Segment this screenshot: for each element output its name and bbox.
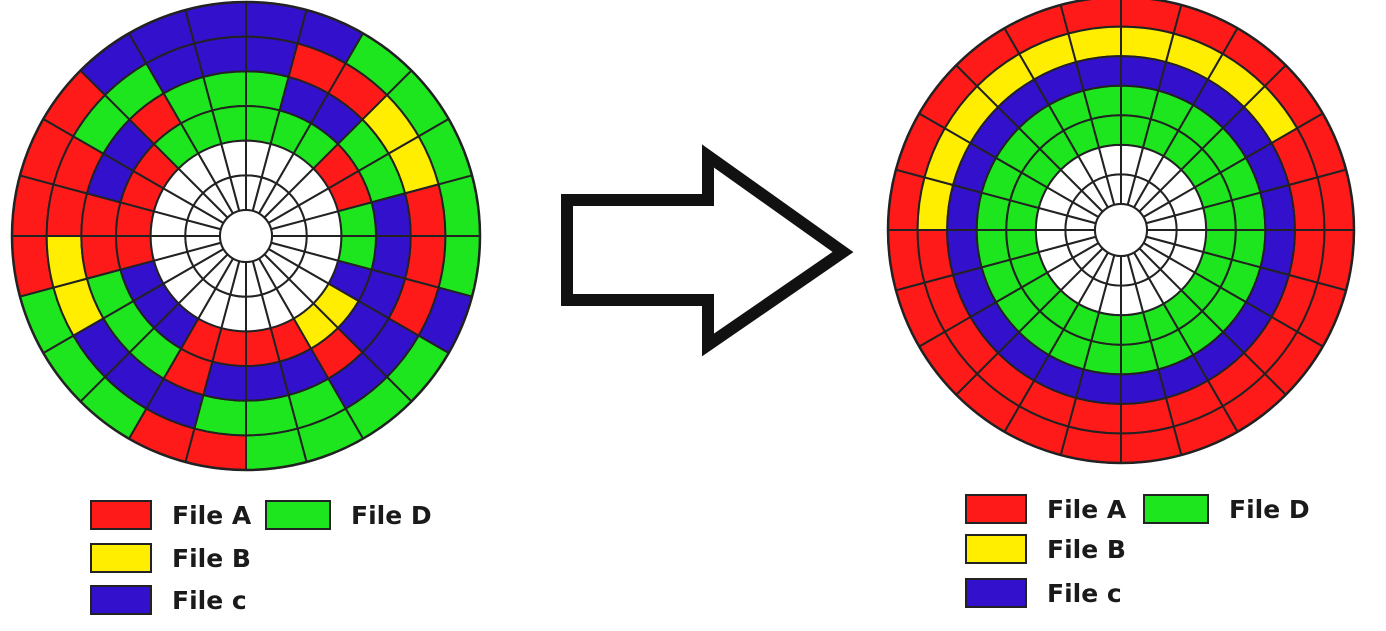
legend-label-file-c: File c: [172, 585, 247, 615]
file-d-swatch: [1143, 494, 1209, 524]
legend-item-file-c: File c: [965, 578, 1122, 608]
sector-file-a: [80, 235, 122, 280]
spindle-hole: [219, 209, 273, 263]
legend-label-file-b: File B: [1047, 534, 1126, 564]
legend-item-file-b: File B: [965, 534, 1126, 564]
legend-item-file-a: File A: [90, 500, 251, 530]
spindle-hole: [1094, 203, 1148, 257]
disk-rim: [886, 0, 1356, 465]
file-b-swatch: [965, 534, 1027, 564]
legend-item-file-d: File D: [265, 500, 432, 530]
right-arrow-icon: [561, 144, 854, 357]
legend-label-file-b: File B: [172, 543, 251, 573]
legend-item-file-d: File D: [1143, 494, 1310, 524]
sector-file-d: [1120, 339, 1160, 376]
legend-right: File A File D File B File c: [965, 494, 1345, 619]
legend-label-file-c: File c: [1047, 578, 1122, 608]
sector-file-d: [1230, 191, 1267, 231]
legend-label-file-d: File D: [1229, 494, 1310, 524]
file-a-swatch: [90, 500, 152, 530]
legend-item-file-b: File B: [90, 543, 251, 573]
sector-file-d: [202, 70, 247, 112]
legend-item-file-c: File c: [90, 585, 247, 615]
file-b-swatch: [90, 543, 152, 573]
legend-label-file-a: File A: [1047, 494, 1127, 524]
file-c-swatch: [965, 578, 1027, 608]
fragmented-disk: [10, 0, 482, 472]
legend-label-file-d: File D: [351, 500, 432, 530]
file-c-swatch: [90, 585, 152, 615]
sector-file-d: [1082, 84, 1122, 121]
file-a-swatch: [965, 494, 1027, 524]
sector-file-c: [245, 360, 290, 402]
disk-rim: [10, 0, 482, 472]
sector-file-d: [975, 229, 1012, 269]
sector-file-c: [370, 192, 412, 237]
legend-label-file-a: File A: [172, 500, 252, 530]
file-d-swatch: [265, 500, 331, 530]
legend-item-file-a: File A: [965, 494, 1126, 524]
defragmented-disk: [886, 0, 1356, 465]
legend-left: File A File D File B File c: [90, 500, 470, 625]
